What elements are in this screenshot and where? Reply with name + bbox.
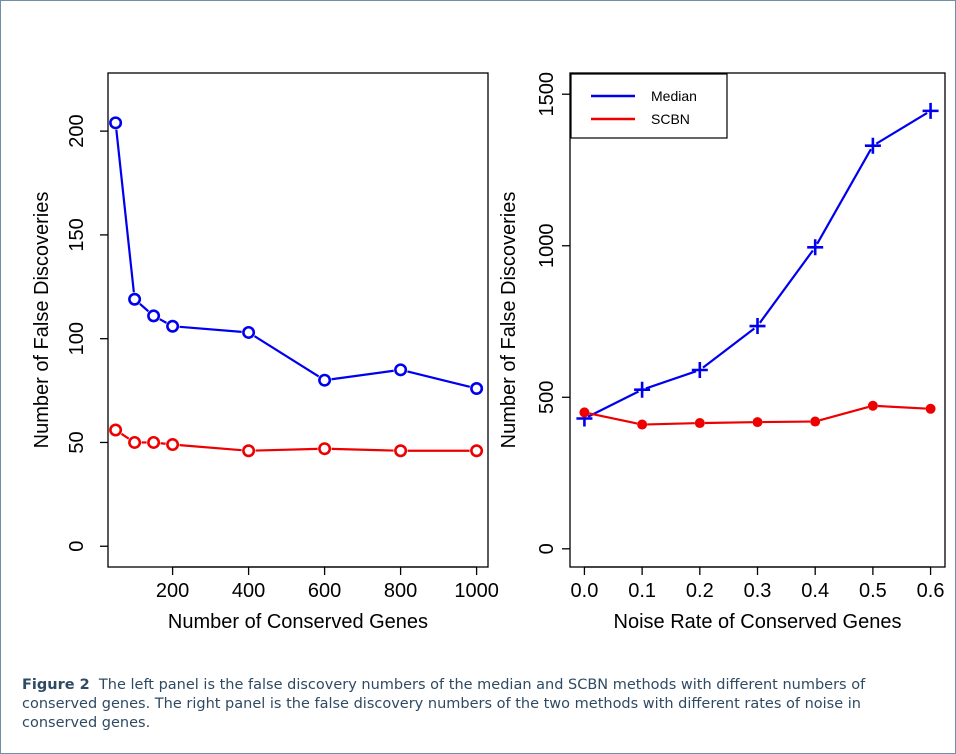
panel2-y-tick-label: 0: [536, 543, 558, 554]
panel1-x-tick-label: 800: [384, 580, 417, 602]
panel2-y-tick-label: 1500: [536, 72, 558, 117]
panel2-series-median-point: [749, 318, 766, 335]
panel2-legend-label-median: Median: [651, 88, 697, 104]
panel2-series-scbn-segment: [877, 404, 926, 410]
panel1-series-red-segment: [255, 447, 318, 452]
panel1-series-blue-segment: [179, 325, 242, 333]
panel2-x-tick-label: 0.4: [801, 580, 829, 602]
panel2-x-tick-label: 0.5: [859, 580, 887, 602]
panel2-series-scbn-point: [752, 417, 763, 428]
panel2-series-median-segment: [645, 370, 697, 390]
panel2-x-tick-label: 0.3: [744, 580, 772, 602]
panel1-series-red-segment: [160, 442, 166, 445]
panel2-series-median-segment: [875, 112, 928, 145]
panel2-series-scbn-segment: [647, 422, 695, 426]
panel2-x-tick-label: 0.6: [917, 580, 945, 602]
panel1-series-blue-segment: [331, 369, 394, 381]
panel2-series-median-segment: [816, 148, 872, 245]
panel1-series-blue-segment: [115, 129, 135, 293]
panel2-legend-box: [570, 73, 728, 139]
figure-plots: 200 400 600 800 1000 0 50 100 150 200 Number of Co…: [31, 72, 946, 633]
panel2-y-tick-label: 500: [536, 381, 558, 414]
panel2-legend-label-scbn: SCBN: [651, 111, 690, 127]
panel2-x-tick-label: 0.1: [628, 580, 656, 602]
panel2-x-axis-title: Noise Rate of Conserved Genes: [614, 611, 902, 633]
panel1-series-blue-segment: [407, 370, 471, 388]
panel2-series-median-point: [922, 102, 939, 119]
panel1-series-blue-point: [166, 319, 180, 333]
panel1-series-blue-point: [242, 325, 256, 339]
panel1-series-blue-point: [470, 381, 484, 395]
panel2-series-scbn-segment: [589, 412, 638, 425]
panel1-x-axis-title: Number of Conserved Genes: [168, 611, 428, 633]
panel1-series-red-point: [318, 442, 332, 456]
panel1-series-blue-point: [109, 116, 123, 130]
panel1-series-red-segment: [331, 447, 394, 452]
panel2-x-tick-label: 0.0: [571, 580, 599, 602]
panel2-series-median-point: [634, 381, 651, 398]
panel2-series-scbn-segment: [704, 421, 753, 425]
panel1-y-tick-label: 200: [66, 114, 88, 147]
panel1-series-red-point: [470, 444, 484, 458]
panel1-plot-frame: [107, 72, 489, 568]
panel1-series-red-point: [166, 438, 180, 452]
figure-caption-text: The left panel is the false discovery nu…: [22, 677, 866, 731]
panel1-y-tick-label: 100: [66, 322, 88, 355]
panel2-series-scbn-segment: [819, 406, 869, 422]
panel2-y-tick-label: 1000: [536, 223, 558, 268]
panel2-series-scbn-point: [867, 400, 878, 411]
panel1-x-tick-label: 1000: [454, 580, 499, 602]
panel1-series-blue-segment: [159, 318, 167, 324]
panel1-series-red-point: [242, 444, 256, 458]
panel2-series-scbn-point: [925, 403, 936, 414]
panel2-series-scbn-point: [810, 416, 821, 427]
panel1-y-tick-label: 150: [66, 218, 88, 251]
panel1-series-red-point: [109, 423, 123, 437]
panel2-y-axis-title: Number of False Discoveries: [498, 192, 520, 449]
panel1-series-blue-point: [394, 363, 408, 377]
panel1-series-blue-point: [147, 309, 161, 323]
panel2-series-median-point: [691, 362, 708, 379]
panel1-y-tick-label: 50: [66, 431, 88, 453]
panel1-series-red-segment: [120, 432, 130, 440]
panel2-series-scbn-point: [579, 407, 590, 418]
panel2-series-scbn-segment: [762, 420, 811, 424]
figure-caption: Figure 2 The left panel is the false dis…: [22, 676, 934, 733]
panel1-y-tick-label: 0: [66, 541, 88, 552]
panel1-series-blue-segment: [139, 303, 150, 313]
panel2-x-tick-label: 0.2: [686, 580, 714, 602]
panel1-series-red-point: [147, 435, 161, 449]
panel1-series-red-segment: [179, 444, 242, 452]
panel2-series-median-point: [807, 239, 824, 256]
panel2-series-scbn-point: [694, 418, 705, 429]
panel1-series-blue-point: [128, 292, 142, 306]
panel1-y-axis-title: Number of False Discoveries: [31, 192, 53, 449]
panel2-series-median-segment: [587, 390, 640, 418]
panel2-series-median-segment: [702, 327, 755, 369]
panel1-x-tick-label: 600: [308, 580, 341, 602]
panel2-series-scbn-point: [637, 419, 648, 430]
panel2-series-median-point: [864, 137, 881, 154]
figure-label: Figure 2: [22, 677, 90, 693]
panel1-x-tick-label: 200: [156, 580, 189, 602]
panel1-series-red-point: [128, 435, 142, 449]
panel1-x-tick-label: 400: [232, 580, 265, 602]
panel2-series-median-segment: [758, 249, 814, 324]
panel1-series-blue-point: [318, 373, 332, 387]
panel1-series-red-point: [394, 444, 408, 458]
panel1-series-blue-segment: [253, 335, 320, 378]
